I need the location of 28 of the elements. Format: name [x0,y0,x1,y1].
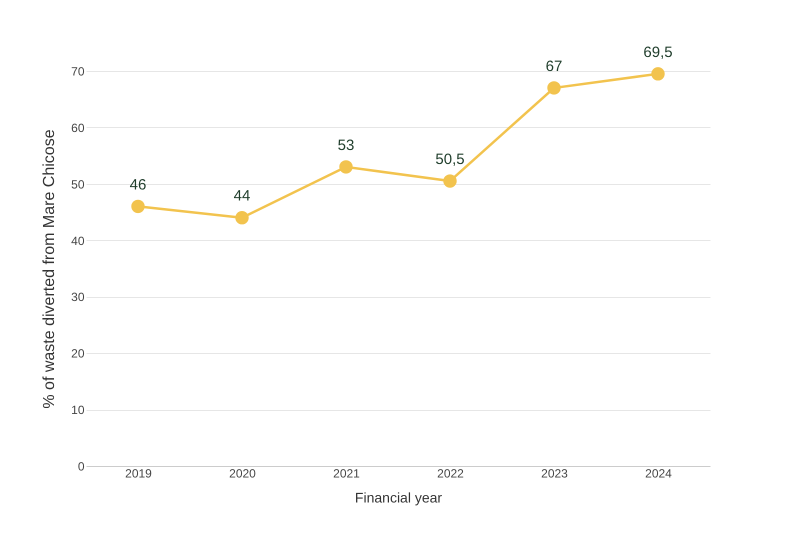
text: 53 [338,136,354,154]
x-axis-title: Financial year [354,490,442,506]
text: 46 [130,176,146,194]
y-tick-label: 40 [71,234,85,248]
x-tick-label: 2023 [541,466,568,480]
x-tick-label: 2019 [125,466,152,480]
point [443,174,457,188]
y-tick-label: 60 [71,120,85,135]
y-tick-label: 70 [71,64,85,78]
y-tick-label: 0 [78,460,85,474]
x-tick-label: 2024 [645,466,672,480]
y-axis-title: % of waste diverted from Mare Chicose [41,129,58,409]
text: 67 [546,58,562,75]
y-tick-label: 20 [71,346,85,361]
x-tick-label: 2022 [437,466,464,480]
y-tick-label: 30 [71,290,85,304]
point [547,81,561,95]
point [131,200,145,214]
x-tick-label: 2021 [333,466,360,480]
text: 44 [234,188,250,205]
y-tick-label: 50 [71,177,85,192]
y-tick-label: 10 [71,403,85,418]
x-tick-label: 2020 [229,466,256,480]
point [651,67,665,81]
point [235,211,249,224]
text: 50,5 [435,151,465,168]
text: 69,5 [643,44,673,61]
point [339,160,353,174]
